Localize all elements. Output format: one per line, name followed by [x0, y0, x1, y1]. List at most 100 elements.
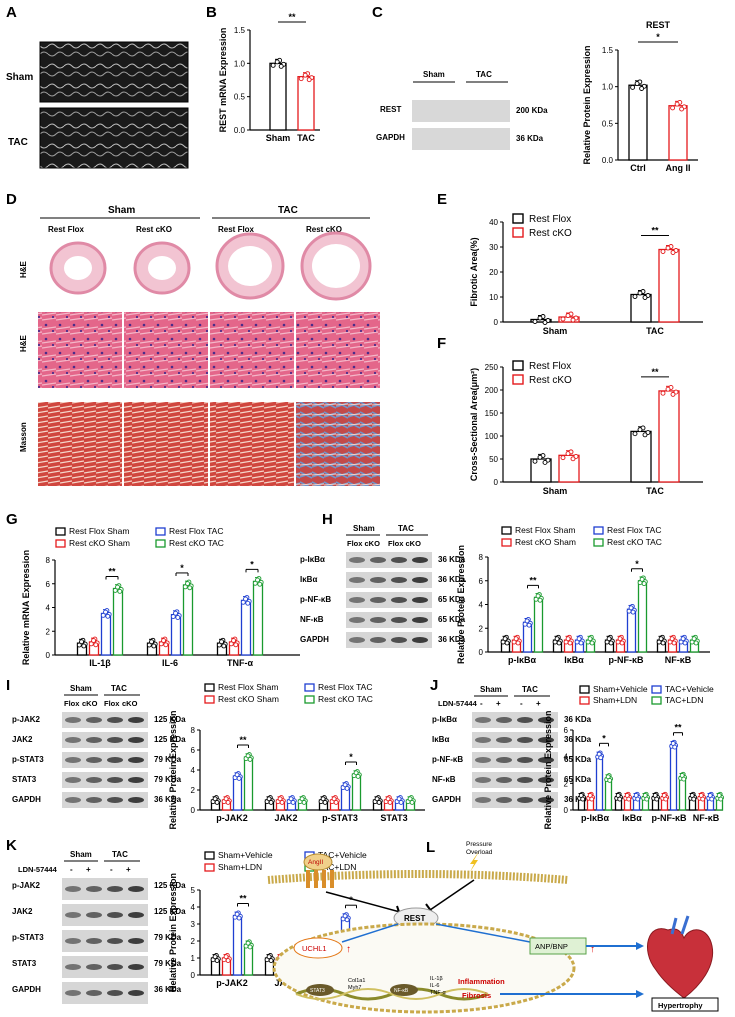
- data-point: [580, 796, 586, 802]
- d-row-he-2: H&E: [19, 334, 28, 352]
- legend-label: Rest Flox: [529, 214, 571, 225]
- blot-lane: [496, 797, 512, 803]
- blot-lane: [391, 577, 407, 583]
- data-point: [290, 799, 296, 805]
- bar: [243, 756, 254, 811]
- sig-mark: *: [602, 733, 606, 743]
- blot-lane: [349, 597, 365, 603]
- sig-mark: **: [288, 12, 296, 22]
- heart-icon: [647, 915, 714, 999]
- data-point: [619, 640, 625, 646]
- y-tick-label: 40: [489, 218, 498, 227]
- blot-lane: [349, 637, 365, 643]
- chart-e: 0 10 20 30 40 Fibrotic Area(%) Sham TAC ** Rest F…: [469, 213, 703, 336]
- x-tick-label: p-STAT3: [322, 813, 358, 823]
- data-point: [182, 584, 188, 590]
- d-col-cko-2: Rest cKO: [306, 225, 342, 234]
- data-point: [91, 638, 97, 643]
- data-point: [278, 63, 284, 69]
- blot-lane: [65, 886, 81, 892]
- blot-i-cko2: cKO: [122, 699, 138, 708]
- data-point: [587, 636, 593, 642]
- blot-lane: [412, 577, 428, 583]
- chart-j: 0 2 4 6 Relative Protein Expression p-IκBα IκB…: [543, 684, 725, 830]
- blot-c: Sham TAC REST GAPDH 200 KDa 36 KDa: [376, 70, 548, 150]
- blot-lane: [128, 938, 144, 944]
- y-tick-label: 8: [46, 556, 51, 565]
- bar: [252, 580, 264, 656]
- bar: [595, 754, 604, 811]
- data-point: [700, 796, 706, 802]
- blot-band: [472, 752, 558, 768]
- data-point: [100, 612, 106, 618]
- bar: [630, 430, 652, 483]
- blot-lane: [128, 964, 144, 970]
- label-tac: TAC: [8, 137, 28, 148]
- y-axis-label: Fibrotic Area(%): [469, 237, 479, 306]
- blot-j-tac: TAC: [522, 685, 538, 694]
- y-tick-label: 3: [191, 920, 196, 929]
- data-point: [524, 618, 530, 624]
- blot-band: [62, 732, 148, 748]
- data-point: [298, 76, 304, 82]
- legend-label: Rest cKO Sham: [69, 538, 130, 548]
- data-point: [344, 785, 350, 791]
- data-point: [407, 796, 413, 802]
- panel-label-b: B: [206, 4, 217, 21]
- blot-k-p2: +: [126, 865, 131, 874]
- schematic-hypertrophy-box: [651, 997, 719, 1012]
- blot-c-rest-label: REST: [380, 105, 401, 114]
- legend-label: Rest cKO TAC: [169, 538, 224, 548]
- data-point: [691, 796, 697, 802]
- blot-lane: [65, 777, 81, 783]
- blot-kda: 79 KDa: [154, 775, 182, 784]
- sig-mark: *: [250, 559, 254, 569]
- blot-row-label: JAK2: [12, 735, 33, 744]
- data-point: [663, 796, 669, 802]
- data-point: [170, 614, 176, 619]
- data-point: [268, 799, 274, 805]
- blot-kda: 65 KDa: [564, 775, 592, 784]
- data-point: [669, 636, 675, 642]
- sig-mark: **: [239, 894, 247, 904]
- blot-row-label: JAK2: [12, 907, 33, 916]
- y-tick-label: 8: [191, 726, 196, 735]
- d-col-flox-2: Rest Flox: [218, 225, 255, 234]
- blot-j-m2: -: [520, 699, 523, 708]
- legend-swatch: [579, 696, 590, 705]
- data-point: [502, 636, 508, 642]
- blot-lane: [86, 717, 102, 723]
- data-point: [660, 390, 666, 396]
- x-tick-label: Sham: [543, 486, 568, 496]
- data-point: [660, 640, 666, 646]
- panel-label-e: E: [437, 191, 447, 208]
- blot-kda: 36 KDa: [564, 735, 592, 744]
- x-tick-label: Sham: [266, 133, 291, 143]
- legend-swatch: [55, 539, 66, 548]
- blot-lane: [128, 797, 144, 803]
- blot-lane: [128, 717, 144, 723]
- blot-j: Sham TAC LDN-57444 - + - + p-IκBα 36 KDa I…: [432, 685, 592, 808]
- data-point: [628, 605, 634, 611]
- blot-j-p2: +: [536, 699, 541, 708]
- bar: [658, 248, 680, 323]
- data-point: [679, 106, 685, 112]
- sig-mark: *: [180, 563, 184, 573]
- y-axis-label: Relative Protein Expression: [543, 710, 553, 829]
- blot-lane: [86, 797, 102, 803]
- data-point: [355, 773, 361, 779]
- blot-kda: 125 KDa: [154, 907, 186, 916]
- x-tick-label: p-NF-κB: [651, 813, 687, 823]
- data-point: [608, 640, 614, 646]
- blot-lane: [496, 777, 512, 783]
- panel-label-l: L: [426, 839, 435, 856]
- d-group-sham: Sham: [108, 205, 135, 216]
- x-tick-label: p-JAK2: [216, 978, 248, 988]
- blot-i-cko1: cKO: [82, 699, 98, 708]
- blot-k-tac: TAC: [112, 850, 128, 859]
- data-point: [236, 775, 242, 781]
- blot-h: Sham TAC Flox cKO Flox cKO p-IκBα 36 KDa I…: [300, 524, 466, 648]
- data-point: [630, 84, 636, 90]
- data-point: [542, 460, 548, 465]
